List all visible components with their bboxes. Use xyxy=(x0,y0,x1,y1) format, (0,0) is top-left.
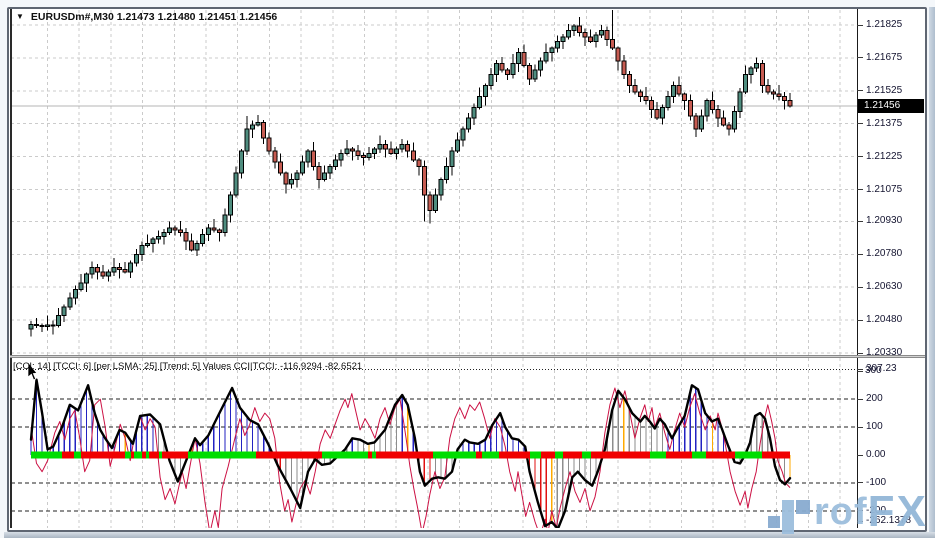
axis-tick-label: 1.21825 xyxy=(866,19,903,30)
axis-tick-mark xyxy=(857,510,863,512)
window-edge-bottom[interactable] xyxy=(4,532,935,538)
axis-tick-mark xyxy=(857,482,863,484)
axis-tick-mark xyxy=(857,520,863,522)
watermark-text-fx: FX xyxy=(867,487,928,536)
axis-tick-label: -100 xyxy=(866,476,887,488)
axis-tick-label: 1.20930 xyxy=(866,215,903,227)
axis-tick-label: 1.20780 xyxy=(866,248,903,260)
axis-tick-mark xyxy=(857,220,863,222)
axis-tick-mark xyxy=(857,319,863,321)
chart-dropdown-icon[interactable]: ▼ xyxy=(16,12,24,21)
axis-tick-mark xyxy=(857,24,863,26)
tcci-line xyxy=(29,378,792,528)
axis-tick-label: -262.1378 xyxy=(866,515,912,526)
axis-tick-label: 300 xyxy=(865,365,882,377)
axis-tick-mark xyxy=(857,253,863,255)
axis-tick-mark xyxy=(857,286,863,288)
indicator-gridlines xyxy=(11,358,857,528)
indicator-label: [CCI: 14] [TCCI: 6] [per LSMA: 25] [Tren… xyxy=(13,361,363,372)
axis-tick-label: 1.21075 xyxy=(866,183,903,195)
axis-tick-label: 1.20480 xyxy=(866,314,903,326)
axis-tick-mark xyxy=(857,370,863,372)
chart-title: ▼ EURUSDm#,M30 1.21473 1.21480 1.21451 1.… xyxy=(16,11,277,23)
axis-tick-label: 200 xyxy=(866,393,883,405)
indicator-panel-canvas[interactable] xyxy=(11,358,857,528)
plot-left-border xyxy=(10,9,12,528)
axis-tick-label: 307.23 xyxy=(866,363,897,375)
panel-splitter[interactable] xyxy=(10,355,925,358)
axis-tick-label: 1.21375 xyxy=(866,117,903,129)
axis-tick-label: 1.21225 xyxy=(866,150,903,162)
broker-watermark: rof FX xyxy=(768,490,928,534)
axis-tick-label: 0.00 xyxy=(866,449,886,460)
axis-tick-label: 1.20630 xyxy=(866,281,903,293)
axis-tick-mark xyxy=(857,57,863,59)
chart-title-text: EURUSDm#,M30 1.21473 1.21480 1.21451 1.2… xyxy=(30,11,278,23)
main-chart-canvas[interactable] xyxy=(11,10,857,355)
axis-tick-mark xyxy=(857,426,863,428)
axis-tick-label: 100 xyxy=(866,421,883,433)
main-gridlines xyxy=(11,10,857,355)
axis-tick-mark xyxy=(857,156,863,158)
axis-tick-mark xyxy=(857,368,863,370)
current-price-tag: 1.21456 xyxy=(858,98,924,113)
axis-tick-label: -200 xyxy=(866,504,887,516)
axis-tick-mark xyxy=(857,352,863,354)
axis-tick-label: 1.21525 xyxy=(866,84,903,96)
axis-tick-label: 1.20330 xyxy=(866,347,903,358)
axis-tick-mark xyxy=(857,90,863,92)
axis-tick-mark xyxy=(857,123,863,125)
window-edge-right xyxy=(929,7,935,532)
trend-zero-bar xyxy=(31,451,790,459)
candles xyxy=(28,10,793,337)
axis-tick-mark xyxy=(857,454,863,456)
axis-tick-label: 1.21675 xyxy=(866,51,903,63)
mouse-cursor xyxy=(27,360,38,381)
axis-tick-mark xyxy=(857,398,863,400)
price-axis-border xyxy=(857,9,858,528)
axis-tick-mark xyxy=(857,189,863,191)
watermark-text: rof xyxy=(814,491,868,533)
watermark-logo-icon xyxy=(768,490,812,534)
cci-line xyxy=(30,387,791,528)
